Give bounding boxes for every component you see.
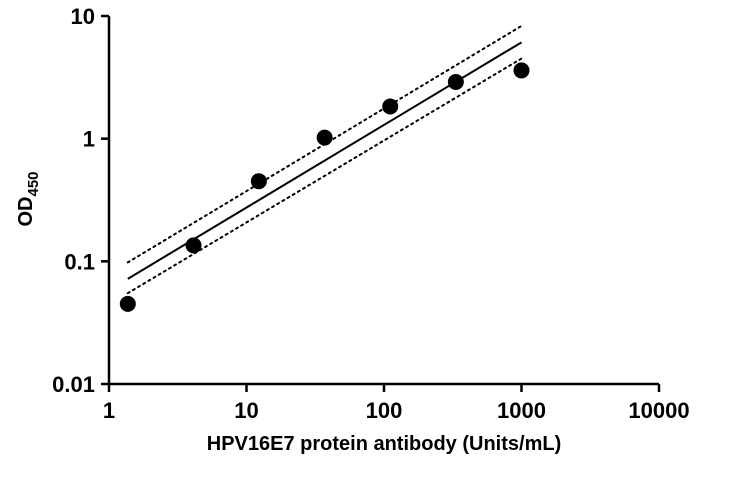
data-point-1 (185, 237, 202, 254)
data-points-layer (119, 62, 530, 312)
x-axis-title: HPV16E7 protein antibody (Units/mL) (207, 433, 561, 455)
x-tick-label-0: 1 (103, 398, 115, 423)
confidence-band-lower (126, 57, 523, 295)
data-point-6 (513, 62, 530, 79)
data-point-2 (250, 173, 267, 190)
data-point-5 (447, 73, 464, 90)
y-tick-label-1: 0.1 (64, 249, 95, 274)
y-tick-label-2: 1 (83, 127, 95, 152)
y-tick-label-3: 10 (71, 4, 95, 29)
data-point-4 (382, 98, 399, 115)
x-tick-label-2: 100 (366, 398, 403, 423)
y-tick-label-0: 0.01 (52, 372, 95, 397)
x-tick-label-4: 10000 (628, 398, 689, 423)
y-axis-title-subscript: 450 (25, 171, 42, 196)
data-point-0 (119, 295, 136, 312)
axes-layer: 1 10 100 1000 10000 0.01 0.1 1 10 (52, 4, 689, 423)
y-axis-title-main: OD (15, 197, 37, 227)
y-axis-title: OD450 (15, 171, 42, 226)
x-tick-label-1: 10 (234, 398, 258, 423)
data-point-3 (316, 129, 333, 146)
x-tick-label-3: 1000 (497, 398, 546, 423)
